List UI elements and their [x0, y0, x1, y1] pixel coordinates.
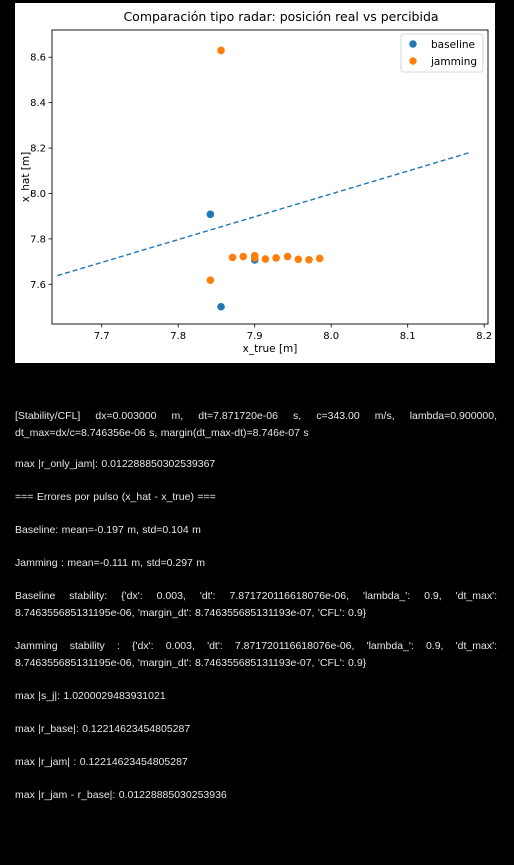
- data-point-jamming: [305, 255, 313, 264]
- data-point-jamming: [294, 255, 303, 264]
- x-tick-label: 7.8: [170, 331, 186, 342]
- baseline-stats-line: Baseline: mean=-0.197 m, std=0.104 m: [15, 524, 201, 536]
- errors-header-line: === Errores por pulso (x_hat - x_true) =…: [15, 491, 216, 503]
- data-point-jamming: [206, 276, 215, 284]
- x-tick-label: 8.2: [476, 331, 492, 342]
- x-tick-label: 8.1: [400, 331, 416, 342]
- data-point-jamming: [315, 254, 324, 263]
- y-tick-label: 8.4: [30, 98, 46, 109]
- data-point-jamming: [272, 254, 280, 262]
- baseline-stability-line: Baseline stability: {'dx': 0.003, 'dt': …: [15, 590, 497, 619]
- legend-label-jamming: jamming: [430, 56, 477, 68]
- jamming-stats-line: Jamming : mean=-0.111 m, std=0.297 m: [15, 557, 206, 569]
- y-tick-label: 8.2: [30, 144, 46, 155]
- data-point-jamming: [217, 46, 225, 55]
- max-r-only-jam-line: max |r_only_jam|: 0.012288850302539367: [15, 458, 216, 470]
- data-point-jamming: [261, 255, 270, 263]
- chart-title: Comparación tipo radar: posición real vs…: [123, 9, 438, 24]
- max-r-jam-line: max |r_jam| : 0.12214623454805287: [15, 756, 188, 768]
- y-axis-label: x_hat [m]: [20, 152, 32, 202]
- x-tick-label: 7.7: [94, 331, 110, 342]
- max-r-base-line: max |r_base|: 0.12214623454805287: [15, 723, 191, 735]
- plot-area: [51, 29, 489, 325]
- data-point-jamming: [239, 252, 248, 261]
- jamming-stability-line: Jamming stability : {'dx': 0.003, 'dt': …: [15, 640, 497, 669]
- max-s-j-line: max |s_j|: 1.0200029483931021: [15, 690, 166, 702]
- stability-cfl-line: [Stability/CFL] dx=0.003000 m, dt=7.8717…: [15, 410, 497, 439]
- legend-marker-jamming: [409, 57, 417, 65]
- y-tick-label: 8.0: [30, 189, 46, 200]
- data-point-baseline: [206, 210, 215, 219]
- data-point-jamming: [283, 252, 292, 261]
- legend-box: [400, 33, 484, 73]
- radar-comparison-figure: Comparación tipo radar: posición real vs…: [15, 3, 495, 363]
- x-tick-label: 8.0: [323, 331, 339, 342]
- chart-legend: baseline jamming: [400, 33, 484, 73]
- legend-marker-baseline: [409, 40, 417, 48]
- console-output: [Stability/CFL] dx=0.003000 m, dt=7.8717…: [15, 408, 497, 804]
- data-point-jamming: [228, 253, 237, 262]
- legend-label-baseline: baseline: [431, 39, 475, 51]
- data-point-jamming: [250, 254, 259, 262]
- y-tick-label: 8.6: [30, 53, 46, 64]
- y-tick-label: 7.6: [30, 280, 46, 291]
- x-tick-label: 7.9: [247, 331, 263, 342]
- data-point-baseline: [217, 302, 225, 311]
- x-axis-label: x_true [m]: [243, 343, 298, 355]
- y-tick-label: 7.8: [30, 234, 46, 245]
- max-diff-line: max |r_jam - r_base|: 0.0122888503025393…: [15, 789, 227, 801]
- scatter-chart: Comparación tipo radar: posición real vs…: [20, 9, 492, 355]
